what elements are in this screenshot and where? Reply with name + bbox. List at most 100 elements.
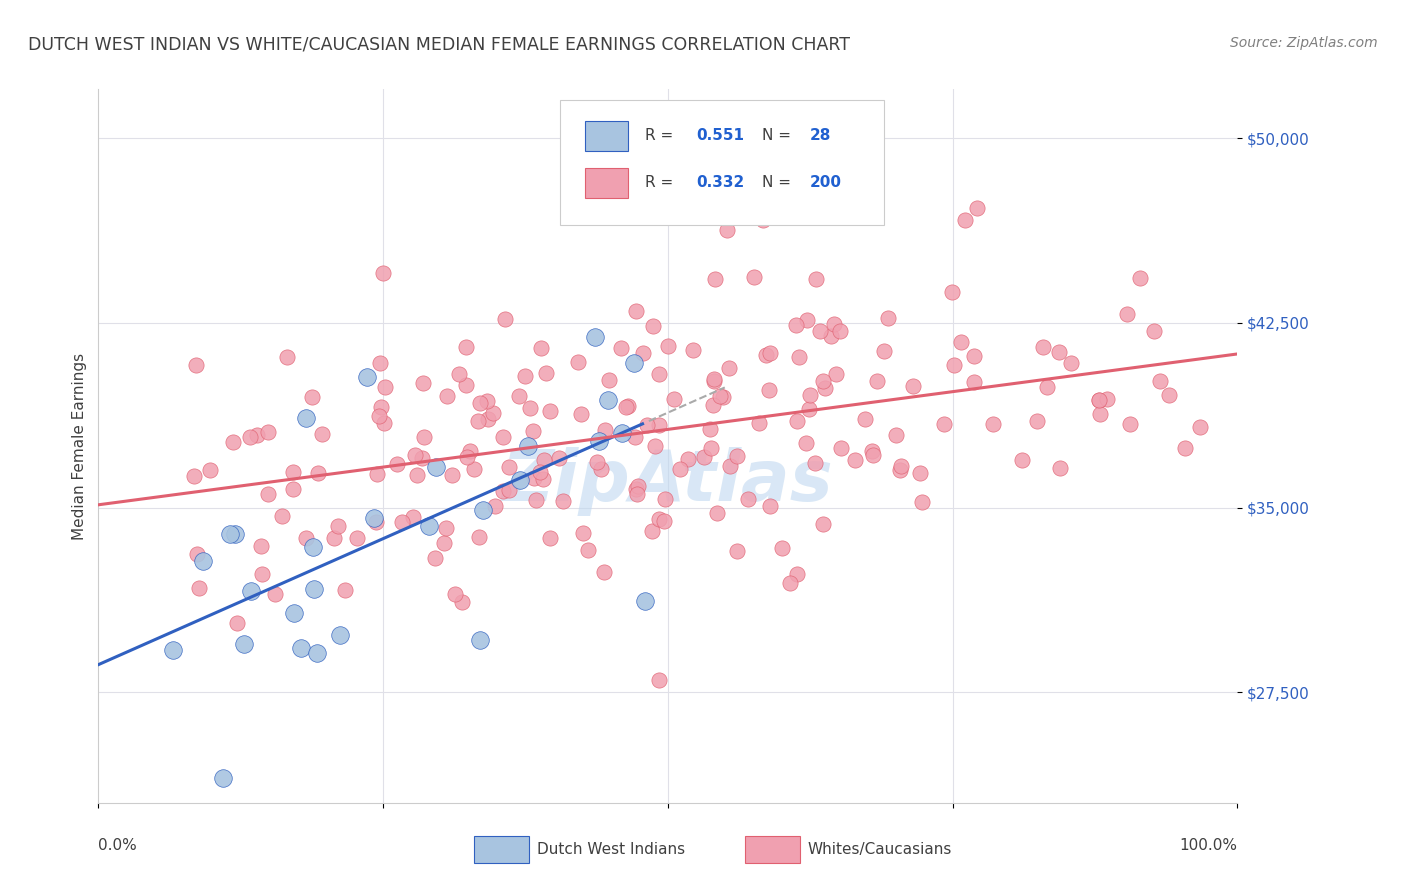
Text: DUTCH WEST INDIAN VS WHITE/CAUCASIAN MEDIAN FEMALE EARNINGS CORRELATION CHART: DUTCH WEST INDIAN VS WHITE/CAUCASIAN MED… (28, 36, 851, 54)
Point (717, 361, 740, 376)
Point (509, 473, 531, 487)
Point (825, 368, 848, 382)
Point (583, 330, 606, 344)
Point (333, 582, 356, 597)
Point (725, 450, 748, 464)
Point (302, 582, 325, 597)
Point (627, 479, 650, 493)
Point (700, 442, 723, 456)
Point (860, 443, 883, 458)
Point (283, 606, 305, 620)
Point (911, 495, 934, 509)
Point (412, 430, 434, 444)
FancyBboxPatch shape (585, 169, 628, 198)
Point (797, 402, 820, 417)
Point (184, 358, 207, 372)
Point (513, 369, 536, 384)
Point (588, 434, 610, 448)
Point (943, 358, 966, 372)
Point (823, 317, 845, 331)
Point (966, 201, 988, 215)
Point (636, 417, 658, 432)
Point (434, 521, 457, 535)
Point (346, 532, 368, 546)
Point (884, 427, 907, 442)
Point (844, 453, 866, 467)
Point (648, 673, 671, 687)
Point (1036, 380, 1059, 394)
Point (770, 541, 793, 555)
Point (811, 374, 834, 388)
Point (212, 771, 235, 785)
Point (786, 414, 808, 428)
Point (425, 459, 447, 474)
Point (366, 467, 388, 482)
Point (238, 430, 260, 444)
Point (373, 380, 395, 394)
Point (654, 492, 676, 507)
Point (711, 390, 734, 404)
Point (281, 483, 304, 497)
Point (456, 340, 478, 354)
Point (742, 269, 765, 284)
Point (873, 343, 896, 358)
Point (302, 540, 325, 554)
Point (256, 425, 278, 439)
Text: ZipAtlas: ZipAtlas (502, 447, 834, 516)
Point (450, 595, 472, 609)
Point (908, 466, 931, 480)
Point (657, 339, 679, 353)
Point (903, 378, 925, 392)
Point (693, 450, 716, 465)
Point (418, 518, 440, 533)
Point (804, 272, 827, 286)
Point (250, 539, 273, 553)
Point (456, 378, 478, 392)
Point (981, 417, 1004, 431)
Point (307, 466, 329, 480)
Point (385, 457, 408, 471)
Point (610, 342, 633, 356)
Point (224, 527, 246, 541)
Point (436, 389, 458, 403)
Point (1011, 452, 1033, 467)
Point (963, 375, 986, 389)
Point (703, 374, 725, 388)
Point (662, 392, 685, 406)
Point (412, 376, 434, 390)
Point (548, 450, 571, 465)
Point (533, 453, 555, 467)
Point (1188, 420, 1211, 434)
Point (477, 412, 499, 426)
Point (890, 458, 912, 473)
Point (626, 487, 648, 501)
Point (589, 461, 612, 475)
Point (654, 514, 676, 528)
Point (463, 462, 485, 476)
Point (934, 417, 956, 431)
Point (699, 422, 721, 436)
Point (1095, 392, 1118, 406)
Point (517, 439, 540, 453)
Point (616, 400, 638, 414)
Point (1129, 271, 1152, 285)
Point (519, 401, 541, 416)
Point (271, 509, 294, 524)
Point (643, 319, 665, 334)
Point (373, 417, 395, 431)
Point (193, 554, 215, 568)
Point (647, 418, 669, 433)
Point (706, 506, 728, 520)
Point (295, 410, 318, 425)
Point (853, 412, 876, 426)
Point (709, 388, 731, 402)
Point (492, 430, 515, 444)
Point (233, 637, 256, 651)
Point (830, 441, 852, 455)
Point (779, 575, 801, 590)
Point (444, 587, 467, 601)
Point (311, 427, 333, 442)
Point (246, 428, 269, 442)
Point (404, 448, 426, 462)
Point (530, 341, 553, 355)
